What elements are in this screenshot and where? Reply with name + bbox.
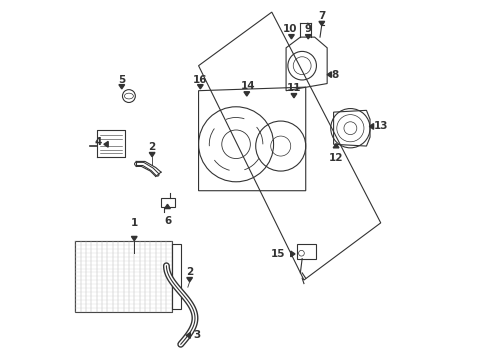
Text: 1: 1 bbox=[131, 218, 138, 228]
Text: 6: 6 bbox=[165, 216, 172, 226]
Text: 16: 16 bbox=[193, 75, 207, 85]
Text: 7: 7 bbox=[318, 12, 325, 21]
Polygon shape bbox=[289, 35, 294, 39]
Polygon shape bbox=[369, 123, 373, 129]
Polygon shape bbox=[305, 35, 311, 39]
Text: 4: 4 bbox=[95, 137, 102, 147]
Text: 12: 12 bbox=[329, 153, 343, 163]
Text: 2: 2 bbox=[148, 142, 156, 152]
Text: 14: 14 bbox=[241, 81, 256, 91]
Polygon shape bbox=[291, 251, 295, 257]
Text: 8: 8 bbox=[332, 69, 339, 80]
Polygon shape bbox=[319, 21, 325, 26]
Polygon shape bbox=[187, 278, 193, 282]
Polygon shape bbox=[104, 141, 108, 147]
Text: 10: 10 bbox=[282, 24, 297, 34]
Polygon shape bbox=[333, 144, 339, 148]
Text: 13: 13 bbox=[373, 121, 388, 131]
Polygon shape bbox=[197, 85, 203, 89]
Polygon shape bbox=[119, 85, 124, 89]
Bar bbox=[75, 241, 172, 312]
Polygon shape bbox=[244, 92, 249, 96]
Text: 9: 9 bbox=[305, 24, 312, 34]
Polygon shape bbox=[327, 72, 331, 77]
Polygon shape bbox=[291, 94, 297, 98]
Bar bbox=[161, 198, 175, 207]
Text: 2: 2 bbox=[186, 267, 193, 277]
Text: 5: 5 bbox=[118, 75, 125, 85]
Polygon shape bbox=[131, 237, 137, 241]
Text: 15: 15 bbox=[271, 249, 286, 259]
Bar bbox=[297, 244, 317, 258]
Text: 3: 3 bbox=[193, 330, 200, 341]
Polygon shape bbox=[186, 333, 190, 338]
Text: 11: 11 bbox=[287, 83, 301, 93]
Bar bbox=[172, 244, 181, 309]
Polygon shape bbox=[165, 204, 171, 208]
Polygon shape bbox=[149, 153, 155, 157]
